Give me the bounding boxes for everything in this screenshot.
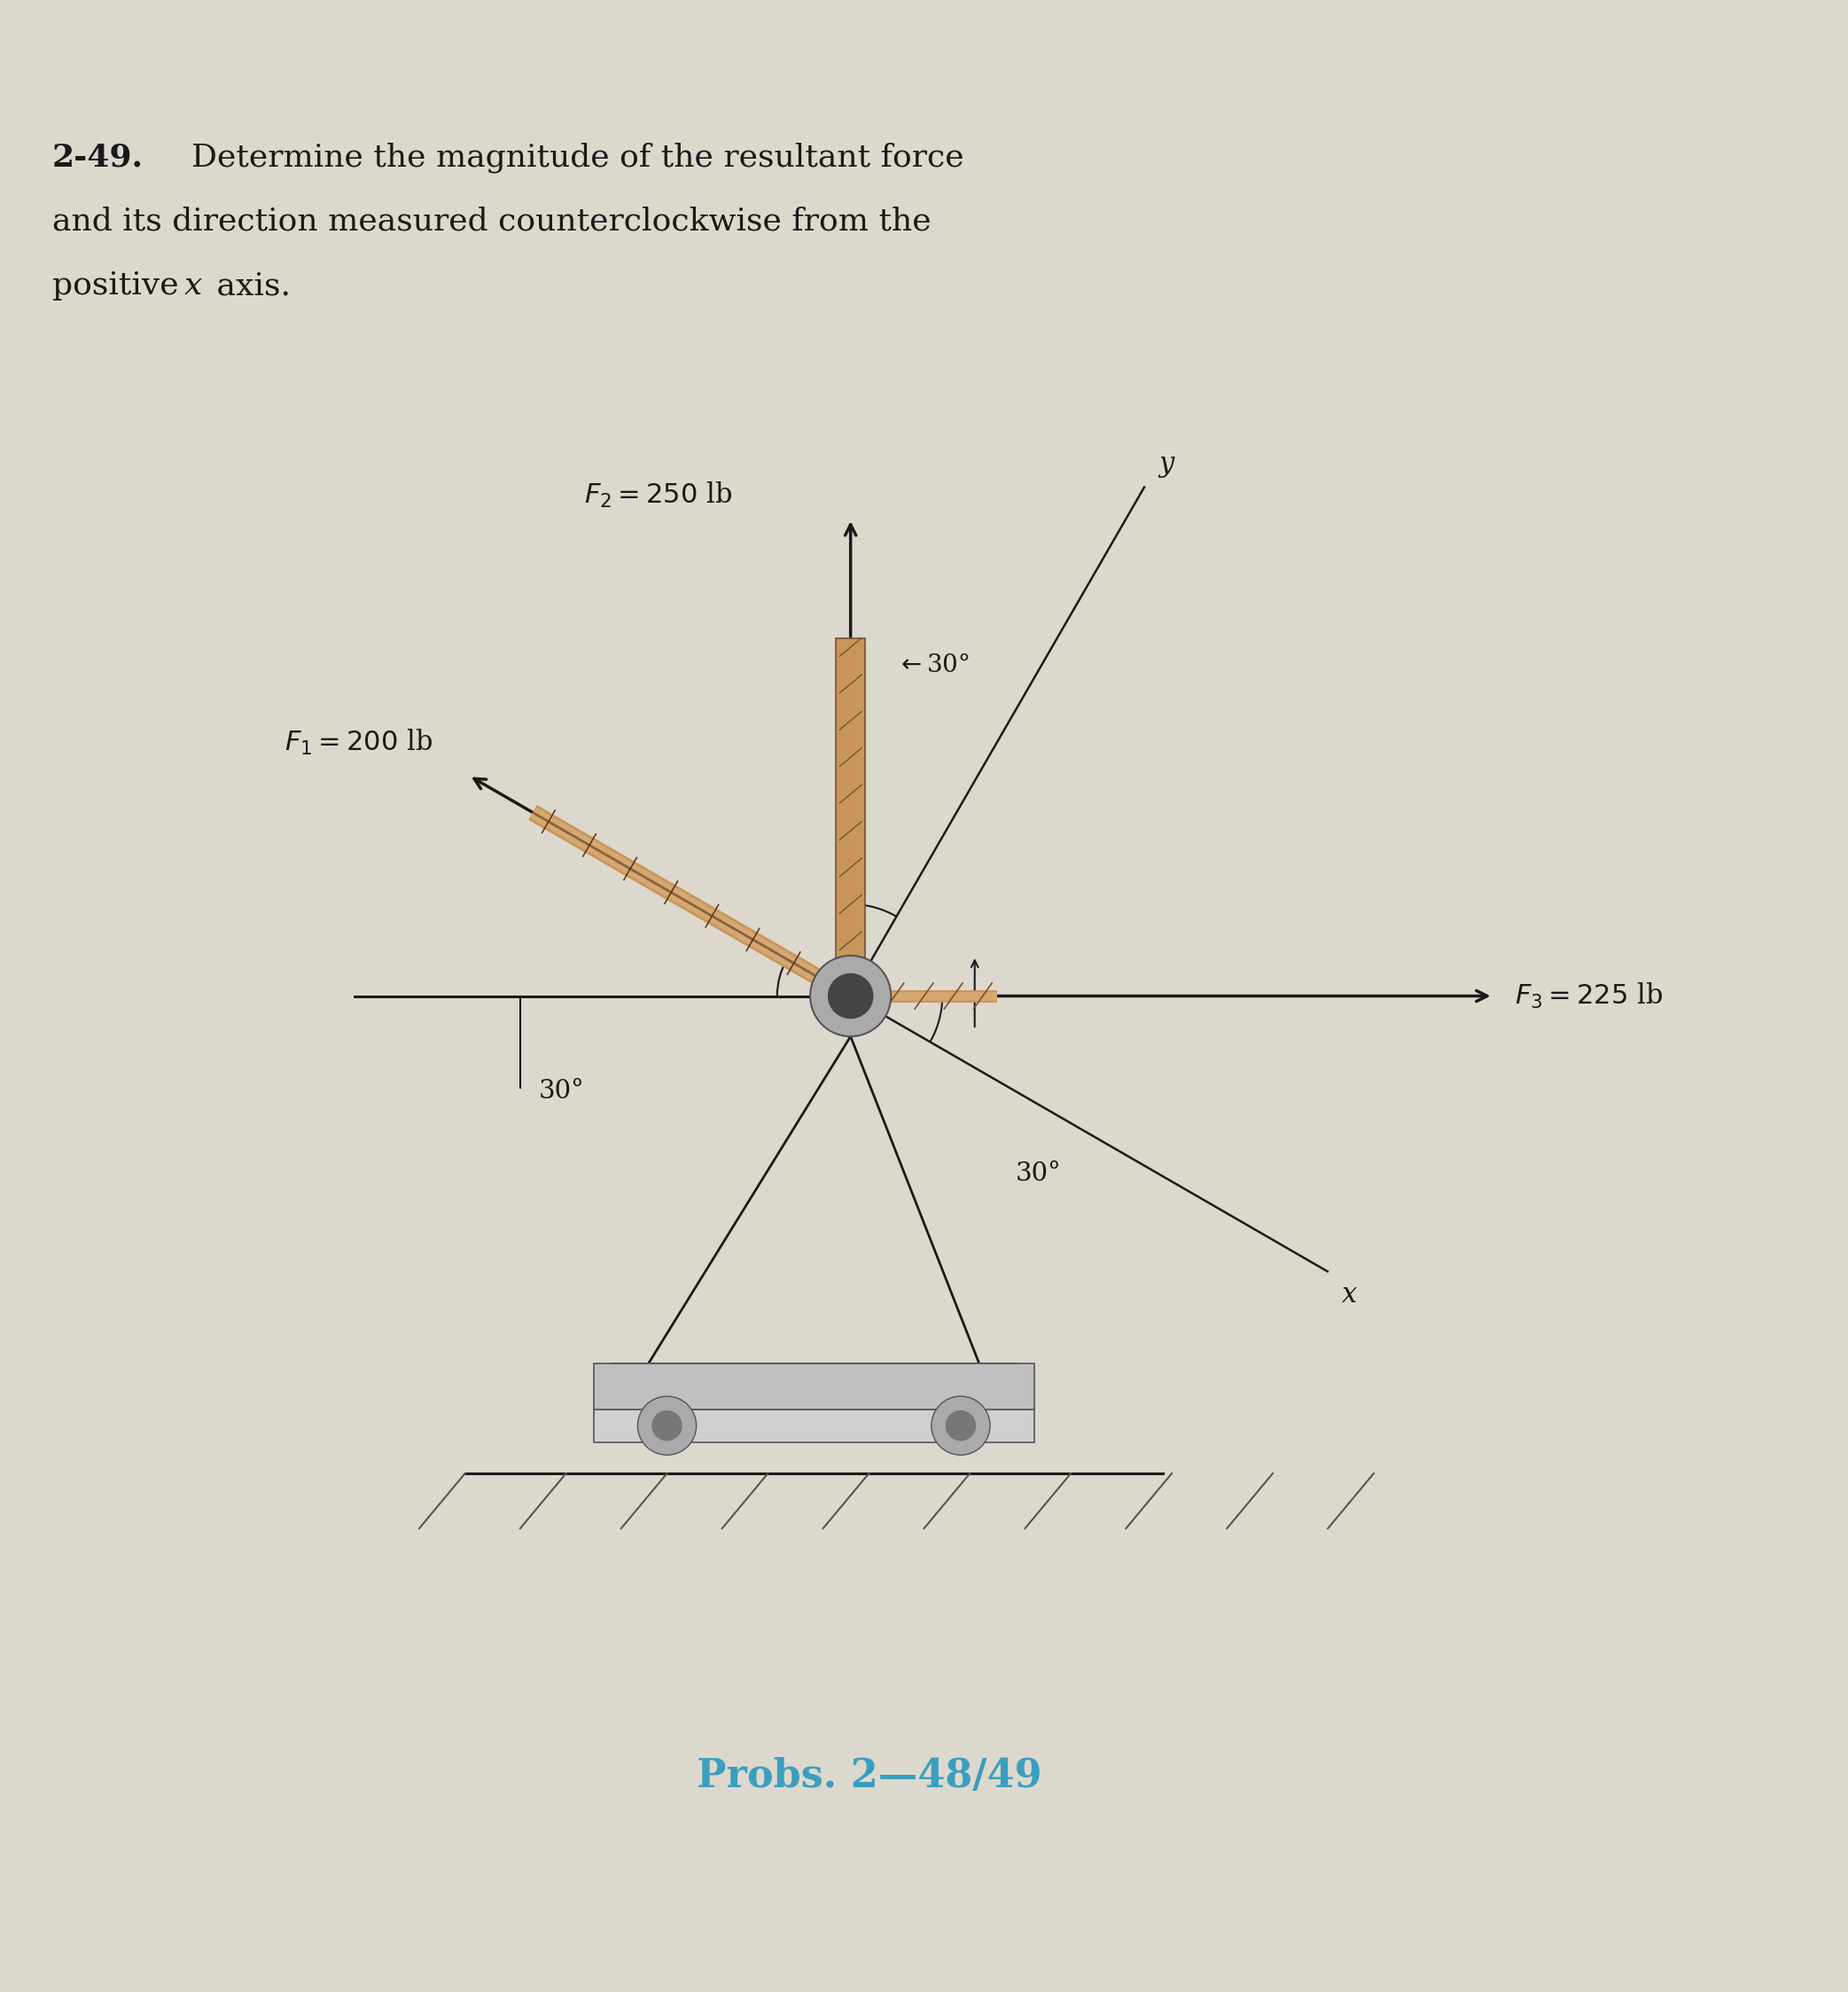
Circle shape [652, 1410, 682, 1440]
Text: $F_2 = 250$ lb: $F_2 = 250$ lb [584, 480, 732, 510]
Circle shape [828, 974, 872, 1018]
Text: axis.: axis. [207, 271, 290, 301]
Bar [593, 1408, 1035, 1442]
Text: $\leftarrow$30°: $\leftarrow$30° [896, 653, 970, 677]
Text: and its direction measured counterclockwise from the: and its direction measured counterclockw… [52, 207, 931, 237]
Text: x: x [1342, 1281, 1358, 1309]
Text: 2-49.: 2-49. [52, 141, 144, 173]
Text: Determine the magnitude of the resultant force: Determine the magnitude of the resultant… [172, 141, 965, 173]
Circle shape [638, 1396, 697, 1454]
Circle shape [809, 956, 891, 1036]
Circle shape [931, 1396, 991, 1454]
Bar [835, 637, 865, 1006]
Text: $F_3 = 225$ lb: $F_3 = 225$ lb [1515, 982, 1663, 1010]
Text: y: y [1159, 450, 1173, 478]
Text: 30°: 30° [538, 1078, 584, 1104]
Text: $F_1 = 200$ lb: $F_1 = 200$ lb [285, 727, 432, 757]
Text: x: x [185, 271, 201, 301]
Circle shape [946, 1410, 976, 1440]
Text: positive: positive [52, 271, 188, 301]
Text: Probs. 2—48/49: Probs. 2—48/49 [697, 1757, 1042, 1795]
Text: 30°: 30° [1016, 1161, 1061, 1185]
Bar [593, 1363, 1035, 1408]
